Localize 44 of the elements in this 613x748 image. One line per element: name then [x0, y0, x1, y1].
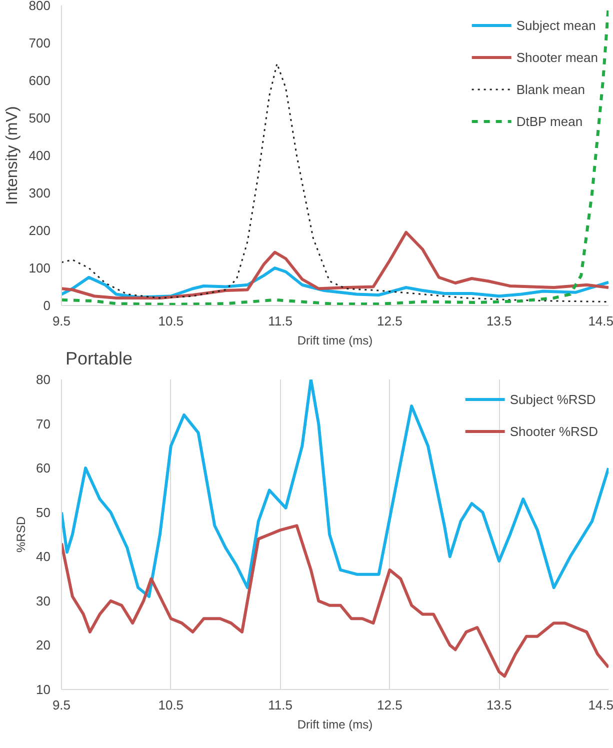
- y-tick-label: 200: [28, 223, 51, 238]
- y-tick-label: 400: [28, 148, 51, 163]
- legend-label: Shooter mean: [516, 50, 598, 64]
- x-axis-title: Drift time (ms): [297, 334, 373, 348]
- y-tick-label: 80: [36, 372, 51, 387]
- x-tick-label: 9.5: [52, 698, 71, 712]
- y-axis-title: %RSD: [14, 516, 28, 553]
- x-tick-label: 14.5: [588, 698, 613, 712]
- y-tick-label: 50: [36, 504, 51, 520]
- x-tick-label: 10.5: [158, 698, 184, 712]
- line-series: [62, 62, 608, 302]
- y-tick-label: 600: [28, 73, 51, 88]
- x-tick-label: 12.5: [377, 698, 402, 712]
- y-tick-label: 100: [28, 260, 51, 276]
- x-tick-label: 11.5: [268, 314, 292, 328]
- x-tick-label: 14.5: [588, 314, 613, 328]
- x-tick-label: 10.5: [158, 314, 184, 328]
- y-tick-label: 40: [36, 549, 51, 564]
- y-tick-label: 800: [28, 0, 51, 13]
- line-series: [62, 230, 608, 300]
- y-tick-label: 0: [43, 298, 51, 313]
- y-tick-label: 500: [28, 110, 51, 126]
- legend-label: Subject %RSD: [510, 392, 596, 406]
- legend-label: Subject mean: [516, 18, 596, 32]
- legend-label: Blank mean: [516, 82, 585, 96]
- y-tick-label: 20: [36, 638, 51, 653]
- legend-label: Shooter %RSD: [510, 424, 598, 438]
- legend-label: DtBP mean: [516, 114, 583, 128]
- line-series: [62, 524, 608, 678]
- x-tick-label: 11.5: [268, 698, 292, 712]
- line-series: [62, 380, 608, 598]
- x-tick-label: 9.5: [52, 314, 71, 328]
- y-tick-label: 30: [36, 593, 51, 608]
- y-tick-label: 10: [36, 682, 51, 697]
- x-tick-label: 13.5: [486, 314, 512, 328]
- y-tick-label: 60: [36, 460, 51, 476]
- y-tick-label: 700: [28, 36, 51, 50]
- x-tick-label: 12.5: [377, 314, 402, 328]
- y-tick-label: 70: [36, 416, 51, 432]
- y-tick-label: 300: [28, 186, 51, 200]
- text: Portable: [66, 348, 133, 368]
- x-tick-label: 13.5: [486, 698, 512, 712]
- y-axis-title: Intensity (mV): [4, 106, 21, 205]
- x-axis-title: Drift time (ms): [297, 718, 373, 732]
